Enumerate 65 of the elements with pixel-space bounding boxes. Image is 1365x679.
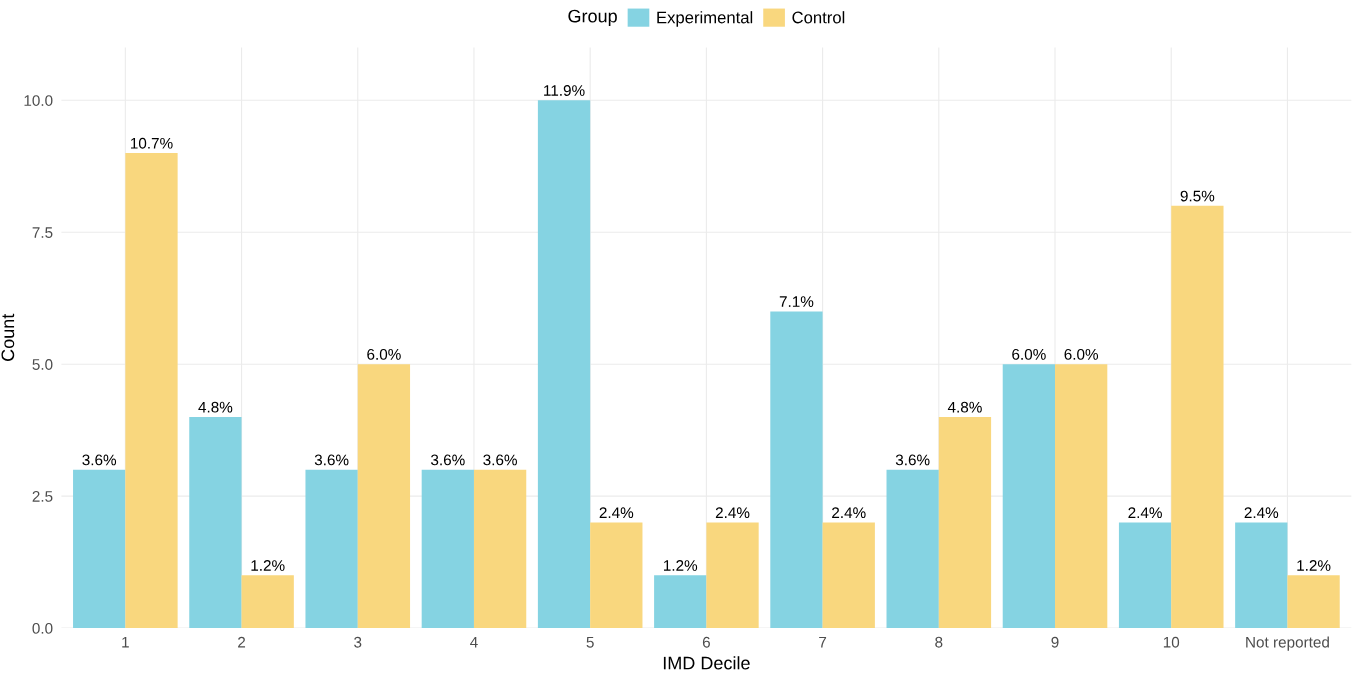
annotation: 7.1% — [779, 296, 814, 307]
x-tick-label: 9 — [1051, 636, 1059, 648]
annotation: 1.2% — [251, 560, 285, 571]
annotation: 3.6% — [314, 454, 349, 466]
annotation: 6.0% — [367, 348, 401, 360]
bar — [1118, 522, 1172, 629]
bar — [537, 100, 591, 629]
x-tick-label: 7 — [819, 636, 827, 648]
legend-label: Experimental — [657, 11, 753, 27]
x-tick-label: 2 — [238, 636, 246, 648]
bar — [1171, 205, 1224, 629]
annotation: 1.2% — [1297, 560, 1331, 571]
y-axis-title: Count — [1, 313, 15, 361]
annotation: 2.4% — [1244, 507, 1279, 519]
annotation: 3.6% — [895, 454, 930, 466]
legend-title: Group — [568, 9, 617, 27]
annotation: 3.6% — [483, 454, 517, 466]
annotation: 2.4% — [832, 507, 866, 519]
annotation: 2.4% — [715, 507, 750, 519]
y-tick-label: 0.0 — [32, 622, 53, 634]
annotation: 6.0% — [1064, 348, 1099, 360]
bar — [938, 416, 992, 629]
bar — [590, 522, 643, 629]
annotation: 11.9% — [544, 85, 585, 96]
bar — [189, 416, 242, 629]
bar — [1055, 364, 1108, 629]
x-tick-label: 4 — [470, 636, 478, 648]
annotation: 3.6% — [82, 454, 117, 466]
x-tick-label: 8 — [935, 636, 943, 648]
y-tick-label: 5.0 — [32, 359, 53, 370]
bar — [125, 153, 178, 629]
x-tick-label: 5 — [586, 636, 594, 648]
legend-label: Control — [792, 11, 845, 24]
y-tick-label: 10.0 — [24, 95, 53, 106]
bar — [1002, 364, 1056, 629]
bar — [886, 469, 939, 629]
y-tick-label: 2.5 — [32, 491, 53, 502]
bar — [706, 522, 759, 629]
annotation: 4.8% — [947, 401, 982, 413]
bar — [1287, 575, 1340, 629]
annotation: 3.6% — [430, 454, 465, 466]
annotation: 1.2% — [663, 560, 698, 571]
x-tick-label: 3 — [354, 636, 362, 648]
annotation: 9.5% — [1180, 190, 1215, 202]
x-tick-label: 1 — [122, 636, 129, 648]
annotation: 2.4% — [599, 507, 634, 519]
bar — [770, 311, 823, 629]
bar — [1235, 522, 1288, 629]
bar — [421, 469, 474, 629]
annotation: 6.0% — [1012, 348, 1046, 360]
x-axis-title: IMD Decile — [663, 656, 750, 670]
bar — [654, 575, 707, 629]
bar — [357, 364, 411, 629]
y-tick-label: 7.5 — [32, 227, 53, 238]
x-tick-label: Not reported — [1246, 636, 1329, 651]
bar — [73, 469, 126, 629]
x-tick-label: 10 — [1163, 636, 1180, 648]
annotation: 2.4% — [1128, 507, 1162, 519]
annotation: 4.8% — [198, 401, 233, 413]
bar — [241, 575, 294, 629]
x-tick-label: 6 — [702, 636, 710, 648]
annotation: 10.7% — [130, 137, 173, 149]
bar — [473, 469, 527, 629]
bar — [305, 469, 358, 629]
bar — [822, 522, 875, 629]
